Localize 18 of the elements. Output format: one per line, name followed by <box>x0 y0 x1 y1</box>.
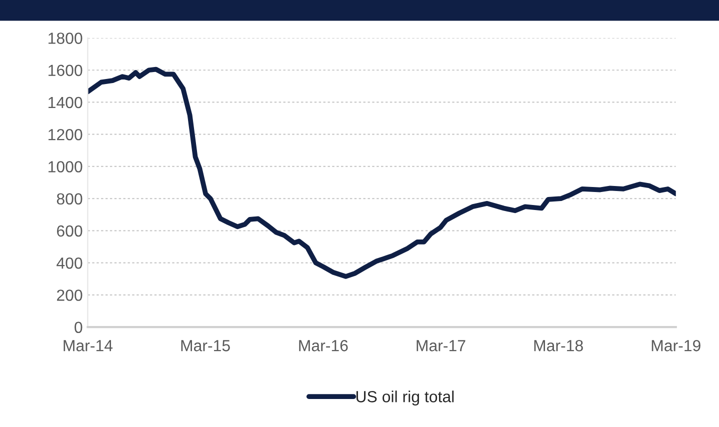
x-tick-label: Mar-16 <box>299 340 348 352</box>
line-series <box>88 66 676 279</box>
y-tick-label: 1200 <box>48 128 82 140</box>
y-tick-label: 800 <box>56 193 82 205</box>
y-tick-label: 1000 <box>48 161 82 172</box>
y-tick-label: 600 <box>57 225 82 237</box>
y-tick-label: 400 <box>56 257 82 269</box>
y-tick-label: 1600 <box>48 64 82 76</box>
legend-label: US oil rig total <box>356 390 454 406</box>
y-tick-label: 0 <box>74 322 82 334</box>
x-tick-label: Mar-15 <box>181 340 230 352</box>
x-tick-label: Mar-18 <box>534 340 583 352</box>
y-tick-label: 1800 <box>48 32 82 44</box>
x-tick-label: Mar-14 <box>64 340 113 352</box>
x-tick-label: Mar-17 <box>416 340 466 352</box>
x-tick-label: Mar-19 <box>652 340 700 352</box>
y-tick-label: 1400 <box>48 96 82 108</box>
y-tick-label: 200 <box>57 290 82 301</box>
